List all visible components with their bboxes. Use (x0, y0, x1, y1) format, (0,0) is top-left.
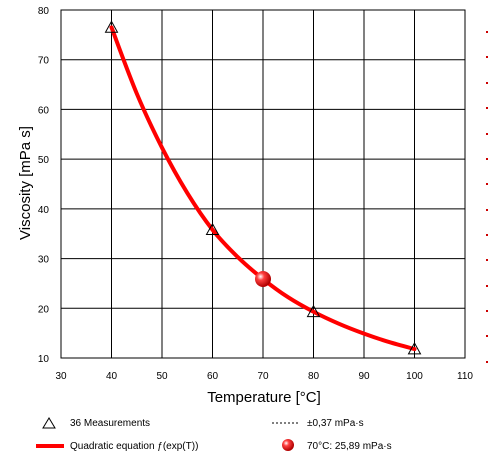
legend-item-highlight: 70°C: 25,89 mPa·s (282, 439, 392, 452)
y-tick-label: 60 (38, 105, 50, 116)
measurement-point (205, 222, 220, 236)
highlight-point (255, 271, 271, 288)
x-tick-label: 70 (257, 371, 269, 382)
y-tick-label: 40 (38, 205, 50, 216)
x-tick-label: 110 (457, 371, 473, 382)
y-tick-label: 70 (38, 56, 50, 67)
x-tick-label: 80 (308, 371, 320, 382)
measurement-point (306, 304, 321, 318)
y-axis-ticks: 10 20 30 40 50 60 70 80 (38, 6, 50, 365)
y-tick-label: 30 (38, 255, 50, 266)
legend-label-band: ±0,37 mPa·s (307, 418, 364, 429)
measurement-point (407, 342, 422, 355)
x-tick-label: 40 (106, 371, 118, 382)
y-tick-label: 10 (38, 354, 50, 365)
y-tick-label: 80 (38, 6, 50, 17)
highlight-ball (255, 271, 271, 288)
x-axis-ticks: 30 40 50 60 70 80 90 100 110 (55, 371, 473, 382)
x-tick-label: 30 (55, 371, 67, 382)
x-tick-label: 100 (406, 371, 423, 382)
grid-lines (60, 9, 466, 359)
measurement-point (104, 20, 119, 33)
legend-label-fit: Quadratic equation ƒ(exp(T)) (70, 441, 198, 452)
legend-label-measurements: 36 Measurements (70, 418, 150, 429)
y-tick-label: 20 (38, 304, 50, 315)
legend-item-measurements: 36 Measurements (42, 417, 150, 429)
legend: 36 Measurements ±0,37 mPa·s Quadratic eq… (36, 417, 392, 452)
y-axis-title: Viscosity [mPa s] (17, 126, 34, 240)
x-tick-label: 50 (156, 371, 168, 382)
legend-item-band: ±0,37 mPa·s (272, 418, 364, 429)
legend-ball-marker (282, 439, 294, 451)
legend-label-highlight: 70°C: 25,89 mPa·s (307, 441, 392, 452)
plot-frame (60, 9, 466, 359)
x-tick-label: 60 (207, 371, 219, 382)
x-axis-title: Temperature [°C] (207, 389, 321, 406)
legend-item-fit: Quadratic equation ƒ(exp(T)) (36, 441, 198, 452)
legend-triangle-marker (42, 417, 56, 429)
measurement-markers (104, 20, 422, 355)
y-tick-label: 50 (38, 155, 50, 166)
x-tick-label: 90 (358, 371, 370, 382)
